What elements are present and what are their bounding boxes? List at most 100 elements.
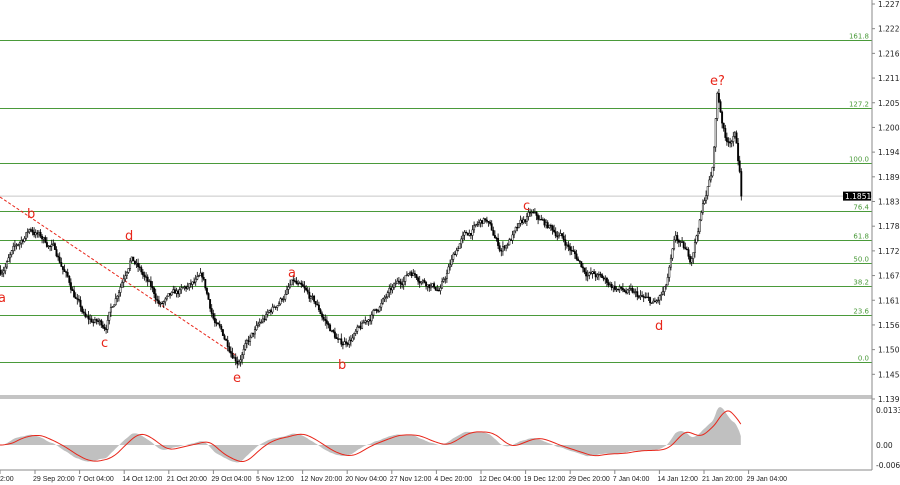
candle-body — [141, 271, 144, 276]
candle-body — [639, 295, 642, 297]
candle-body — [109, 307, 112, 313]
candle-body — [437, 290, 440, 292]
candle-body — [341, 343, 344, 346]
candle-body — [165, 295, 168, 300]
candle-body — [484, 218, 487, 221]
candle-body — [60, 262, 63, 267]
time-tick-label: 19 Dec 12:00 — [524, 476, 566, 483]
candle-body — [522, 219, 525, 223]
candle-body — [215, 322, 218, 324]
price-tick-label: 1.1509 — [878, 346, 900, 355]
candle-body — [645, 296, 648, 299]
candle-body — [138, 266, 141, 268]
candle-body — [349, 339, 352, 342]
candle-body — [564, 239, 567, 246]
candle-body — [530, 211, 533, 214]
candle-body — [345, 341, 348, 344]
candle-body — [177, 290, 180, 295]
candle-body — [61, 266, 64, 270]
candle-body — [476, 223, 479, 226]
candle-body — [497, 238, 500, 246]
candle-body — [521, 219, 524, 223]
candle-body — [197, 275, 200, 277]
candle-body — [660, 294, 663, 296]
time-tick-label: 14 Jan 12:00 — [657, 476, 698, 483]
candle-body — [381, 298, 384, 304]
oscillator-pane — [0, 407, 742, 463]
candle-body — [508, 239, 511, 246]
candle-body — [370, 314, 373, 322]
candle-body — [10, 250, 13, 255]
candle-body — [146, 276, 149, 282]
candle-body — [20, 240, 23, 244]
time-axis[interactable]: 2:00 29 Sep 20:00 7 Oct 04:00 14 Oct 12:00 2… — [0, 470, 787, 483]
candle-body — [601, 274, 604, 278]
candle-body — [265, 313, 268, 320]
candle-body — [417, 277, 420, 282]
fib-label: 0.0 — [858, 355, 869, 363]
candle-body — [713, 146, 716, 168]
candle-body — [193, 281, 196, 283]
candle-body — [223, 335, 226, 340]
candle-body — [316, 303, 319, 306]
candle-body — [271, 306, 274, 313]
time-tick-label: 14 Oct 12:00 — [122, 476, 162, 483]
candle-body — [103, 327, 106, 330]
candle-body — [135, 262, 138, 265]
price-tick-label: 1.2224 — [878, 25, 900, 34]
candle-body — [178, 289, 181, 295]
candle-body — [76, 298, 79, 300]
candle-body — [709, 175, 712, 181]
candle-body — [132, 256, 135, 262]
candle-body — [674, 235, 677, 241]
candle-body — [594, 273, 597, 278]
candle-body — [26, 231, 29, 233]
candle-body — [562, 235, 565, 240]
candle-body — [37, 231, 40, 235]
candle-body — [2, 270, 5, 274]
candle-body — [49, 245, 52, 248]
candle-body — [492, 229, 495, 236]
candle-body — [55, 249, 58, 257]
candle-body — [458, 243, 461, 249]
candle-body — [313, 295, 316, 302]
candle-body — [95, 319, 98, 322]
candle-body — [319, 309, 322, 315]
candle-body — [532, 211, 535, 214]
candle-body — [577, 258, 580, 261]
candle-body — [92, 321, 95, 324]
candle-body — [325, 320, 328, 324]
candle-body — [625, 291, 628, 294]
candle-body — [473, 225, 476, 231]
candle-body — [716, 92, 719, 119]
time-tick-label: 27 Nov 12:00 — [390, 476, 432, 483]
candle-body — [84, 312, 87, 317]
time-tick-label: 2:00 — [0, 476, 14, 483]
candle-body — [412, 273, 415, 277]
candle-body — [149, 280, 152, 287]
candle-body — [327, 323, 330, 326]
candle-body — [410, 272, 413, 277]
candle-body — [87, 316, 90, 320]
candle-body — [7, 257, 10, 262]
fib-label: 50.0 — [853, 256, 869, 264]
candle-body — [445, 273, 448, 279]
candle-body — [554, 231, 557, 237]
candle-body — [301, 284, 304, 287]
candle-body — [373, 308, 376, 311]
candle-body — [509, 239, 512, 241]
candle-body — [465, 231, 468, 234]
trendline[interactable] — [0, 196, 238, 357]
candle-body — [687, 249, 690, 257]
candle-body — [167, 293, 170, 297]
candle-body — [524, 219, 527, 222]
price-tick-label: 1.1729 — [878, 247, 900, 256]
candle-body — [330, 330, 333, 332]
candle-body — [364, 320, 367, 323]
price-axis[interactable]: 1.2279 1.2224 1.2169 1.2114 1.2059 1.2004 1.19… — [872, 0, 900, 404]
candle-body — [274, 306, 277, 308]
candle-body — [711, 167, 714, 177]
candle-body — [79, 299, 82, 308]
candle-body — [23, 238, 26, 242]
